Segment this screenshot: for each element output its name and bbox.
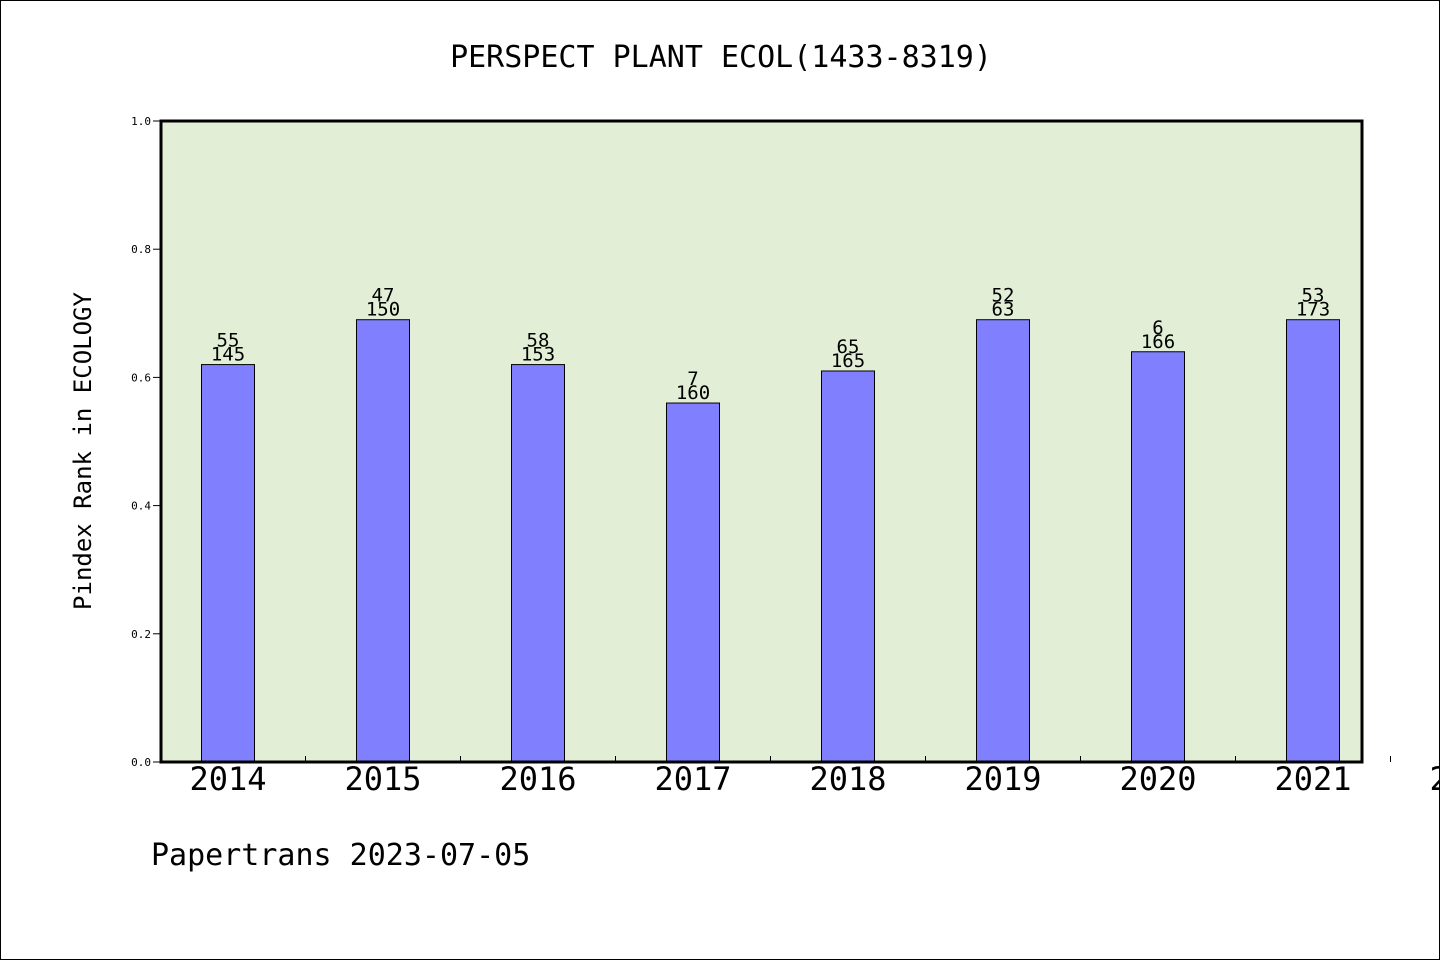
- bar: [667, 403, 720, 762]
- bar: [977, 320, 1030, 762]
- x-axis-tick-labels: 2014 2015 2016 2017 2018 2019 2020 2021 2022: [189, 760, 1440, 798]
- chart-title: PERSPECT PLANT ECOL(1433-8319): [450, 40, 992, 75]
- x-tick-label: 2015: [344, 760, 421, 798]
- bar-label-bottom: 145: [211, 344, 245, 366]
- y-tick-label: 0.8: [131, 243, 151, 256]
- bar-label-bottom: 153: [521, 344, 555, 366]
- x-tick-label: 2014: [189, 760, 266, 798]
- x-tick-label: 2019: [964, 760, 1041, 798]
- bar: [512, 365, 565, 762]
- y-tick-label: 1.0: [131, 115, 151, 128]
- y-tick-label: 0.4: [131, 500, 151, 513]
- bar: [357, 320, 410, 762]
- bar: [1132, 352, 1185, 762]
- y-tick-label: 0.0: [131, 756, 151, 769]
- x-tick-label: 2017: [654, 760, 731, 798]
- y-axis-label: Pindex Rank in ECOLOGY: [69, 292, 97, 610]
- chart-footer: Papertrans 2023-07-05: [151, 838, 530, 873]
- x-tick-label: 2021: [1274, 760, 1351, 798]
- bar-label-bottom: 63: [992, 299, 1015, 321]
- y-tick-label: 0.2: [131, 628, 151, 641]
- y-axis-ticks: 0.0 0.2 0.4 0.6 0.8 1.0: [131, 115, 161, 769]
- bar: [822, 371, 875, 762]
- bar-label-bottom: 150: [366, 299, 400, 321]
- bar-label-bottom: 165: [831, 350, 865, 372]
- bar-label-bottom: 160: [676, 382, 710, 404]
- y-tick-label: 0.6: [131, 371, 151, 384]
- x-tick-label: 2018: [809, 760, 886, 798]
- x-tick-label: 2016: [499, 760, 576, 798]
- bar-label-bottom: 173: [1296, 299, 1330, 321]
- bar-label-bottom: 166: [1141, 331, 1175, 353]
- x-tick-label: 2022: [1429, 760, 1440, 798]
- x-tick-label: 2020: [1119, 760, 1196, 798]
- bar: [202, 365, 255, 762]
- bar: [1287, 320, 1340, 762]
